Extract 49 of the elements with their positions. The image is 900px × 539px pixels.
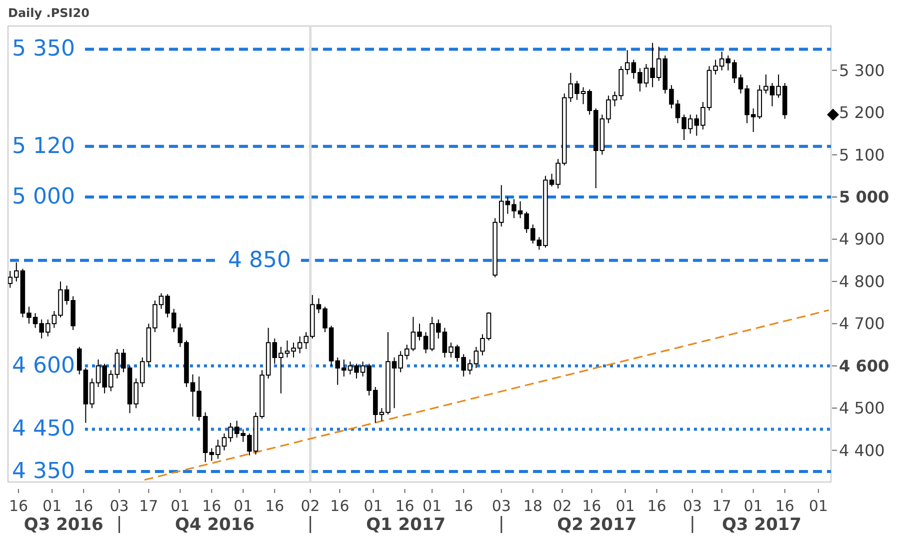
x-tick-label: 02: [300, 497, 320, 515]
y-tick-label: 4 400: [839, 440, 885, 460]
chart-title: Daily .PSI20: [8, 6, 90, 20]
x-tick-label: 03: [492, 497, 511, 515]
y-tick-label: 4 500: [839, 398, 885, 418]
ref-line-label: 5 000: [12, 184, 75, 210]
x-tick-label: 16: [582, 497, 602, 515]
x-tick-label: 03: [682, 497, 702, 515]
y-tick-label: 4 900: [839, 230, 885, 249]
x-tick-label: 01: [616, 497, 635, 515]
y-tick-label: 4 700: [839, 314, 885, 334]
x-tick-label: 18: [523, 497, 542, 515]
text: Q1 2017: [366, 515, 446, 535]
x-tick-label: 16: [74, 497, 94, 515]
ref-line-label: 5 120: [12, 134, 75, 159]
x-tick-label: 01: [744, 497, 763, 515]
text: Q4 2016: [175, 515, 255, 535]
x-tick-label: 16: [330, 497, 350, 515]
x-tick-label: 16: [647, 497, 666, 515]
x-tick-label: 02: [552, 497, 572, 515]
x-tick-label: 01: [422, 497, 442, 515]
ref-line-label: 4 450: [12, 416, 75, 442]
x-tick-label: 16: [395, 497, 414, 515]
x-tick-label: 01: [808, 497, 828, 515]
x-tick-label: 17: [139, 497, 158, 515]
x-tick-label: 16: [454, 497, 474, 515]
y-tick-label: 4 800: [839, 272, 885, 291]
ref-line-label: 4 600: [12, 353, 75, 378]
ref-line-label: 5 350: [12, 36, 75, 62]
text: Q3 2016: [24, 515, 104, 535]
x-tick-label: 16: [8, 497, 28, 515]
x-tick-label: 01: [234, 497, 253, 515]
x-tick-label: 01: [364, 497, 383, 515]
ref-line-label: 4 350: [12, 458, 75, 484]
y-tick-label: 5 200: [839, 103, 885, 122]
x-tick-label: 16: [202, 497, 222, 515]
x-tick-label: 03: [110, 497, 129, 515]
y-tick-label: 4 600: [839, 356, 890, 376]
x-tick-label: 17: [712, 497, 732, 515]
text: Q2 2017: [557, 515, 637, 535]
x-tick-label: 01: [42, 497, 62, 515]
y-tick-label: 5 300: [839, 60, 885, 80]
y-tick-label: 5 100: [839, 145, 885, 164]
x-tick-label: 16: [265, 497, 284, 515]
text: Q3 2017: [722, 515, 802, 535]
x-tick-label: 16: [775, 497, 794, 515]
x-tick-label: 01: [170, 497, 190, 515]
y-tick-label: 5 000: [839, 188, 890, 206]
ref-line-label: 4 850: [228, 248, 291, 273]
